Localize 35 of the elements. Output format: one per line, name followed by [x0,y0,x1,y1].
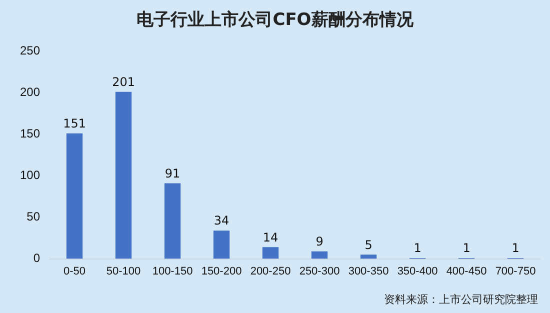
data-label: 14 [262,230,278,244]
data-label: 34 [214,214,230,228]
data-label: 1 [512,241,520,256]
data-label: 1 [462,241,470,256]
bar [262,247,279,259]
data-label: 9 [316,234,324,248]
y-tick-label: 50 [26,210,40,224]
x-tick-label: 350-400 [397,265,438,278]
bar [66,133,83,259]
bar [311,251,328,259]
data-label: 201 [112,75,135,90]
y-tick-label: 200 [20,85,40,100]
x-tick-label: 100-150 [152,265,193,278]
x-tick-label: 150-200 [201,265,242,278]
data-label: 1 [414,241,422,256]
y-tick-label: 0 [33,251,40,266]
bar [115,92,132,259]
x-tick-label: 0-50 [64,265,86,278]
x-tick-label: 700-750 [495,265,536,278]
text: 资料来源：上市公司研究院整理 [384,292,538,307]
chart-title: 电子行业上市公司CFO薪酬分布情况 [136,9,414,31]
x-tick-label: 50-100 [106,265,141,278]
y-tick-label: 250 [20,44,40,58]
data-label: 151 [63,116,86,131]
bar [360,254,377,259]
x-tick-label: 300-350 [348,265,389,278]
data-label: 5 [364,238,372,252]
y-tick-label: 150 [20,126,40,141]
bar [213,230,230,259]
bar [164,183,181,259]
y-tick-label: 100 [20,168,40,182]
x-tick-label: 200-250 [250,265,291,278]
x-tick-label: 250-300 [299,265,340,278]
x-tick-label: 400-450 [446,265,487,278]
data-label: 91 [164,166,180,180]
